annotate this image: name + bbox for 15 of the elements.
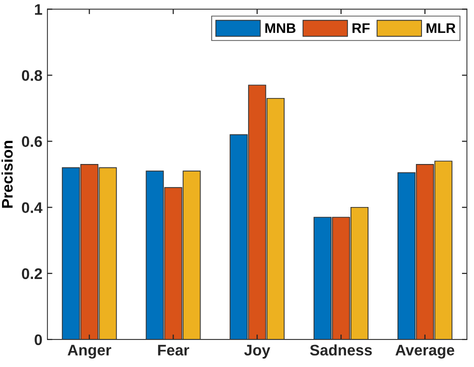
y-tick-label: 0.4 — [22, 202, 42, 214]
y-tick-label: 0.6 — [22, 136, 42, 147]
legend-label: RF — [352, 23, 370, 33]
x-tick-label: Fear — [158, 344, 190, 356]
y-axis-title: Precision — [2, 140, 13, 208]
y-tick-label: 1 — [35, 4, 42, 15]
legend-label: MLR — [426, 23, 456, 33]
legend-label: MNB — [265, 23, 296, 33]
x-tick-label: Joy — [244, 344, 270, 359]
y-tick-label: 0.2 — [22, 268, 42, 280]
x-tick-label: Sadness — [310, 344, 372, 356]
x-tick-label: Anger — [68, 344, 112, 359]
x-tick-label: Average — [395, 344, 454, 359]
y-tick-label: 0.8 — [22, 70, 42, 81]
y-tick-label: 0 — [34, 334, 42, 346]
